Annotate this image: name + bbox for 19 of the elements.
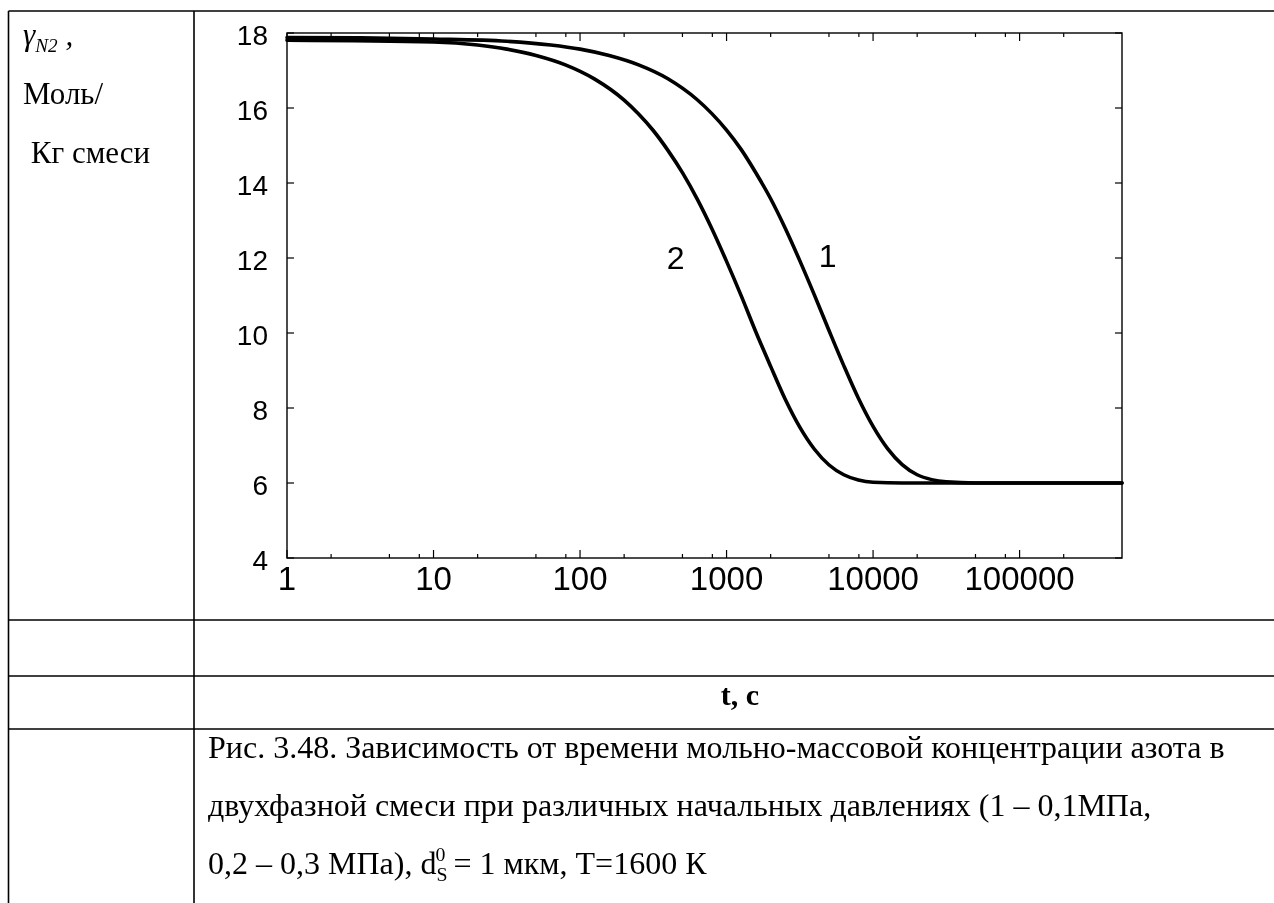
x-tick-label: 10	[415, 560, 452, 597]
y-tick-label: 6	[252, 469, 268, 501]
y-tick-label: 16	[236, 94, 268, 126]
x-tick-label: 100	[552, 560, 608, 597]
y-tick-label: 4	[252, 544, 268, 576]
x-tick-label: 1	[277, 560, 297, 597]
y-tick-label: 8	[252, 394, 268, 426]
x-tick-label: 10000	[827, 560, 919, 597]
y-tick-label: 18	[236, 19, 268, 51]
series-label: 2	[666, 239, 685, 276]
text: Рис. 3.48. Зависимость от времени мольно-массовой концентрации азота в двухфазной смеси при различных начальных давлениях (1 – 0,1МПа, 0,2 – 0,3 МПа), d$_{S}$$^{0}$ = 1 мкм, T=1600 К	[208, 729, 1225, 886]
y-axis-title: γ$_{N2}$ , Моль/ Кг смеси	[23, 17, 151, 170]
y-tick-label: 10	[236, 319, 268, 351]
x-axis-title: t, c	[720, 678, 760, 711]
y-tick-label: 12	[236, 244, 268, 276]
series-label: 1	[818, 238, 837, 275]
x-tick-label: 100000	[964, 560, 1075, 597]
x-tick-label: 1000	[689, 560, 764, 597]
y-tick-label: 14	[236, 169, 268, 201]
